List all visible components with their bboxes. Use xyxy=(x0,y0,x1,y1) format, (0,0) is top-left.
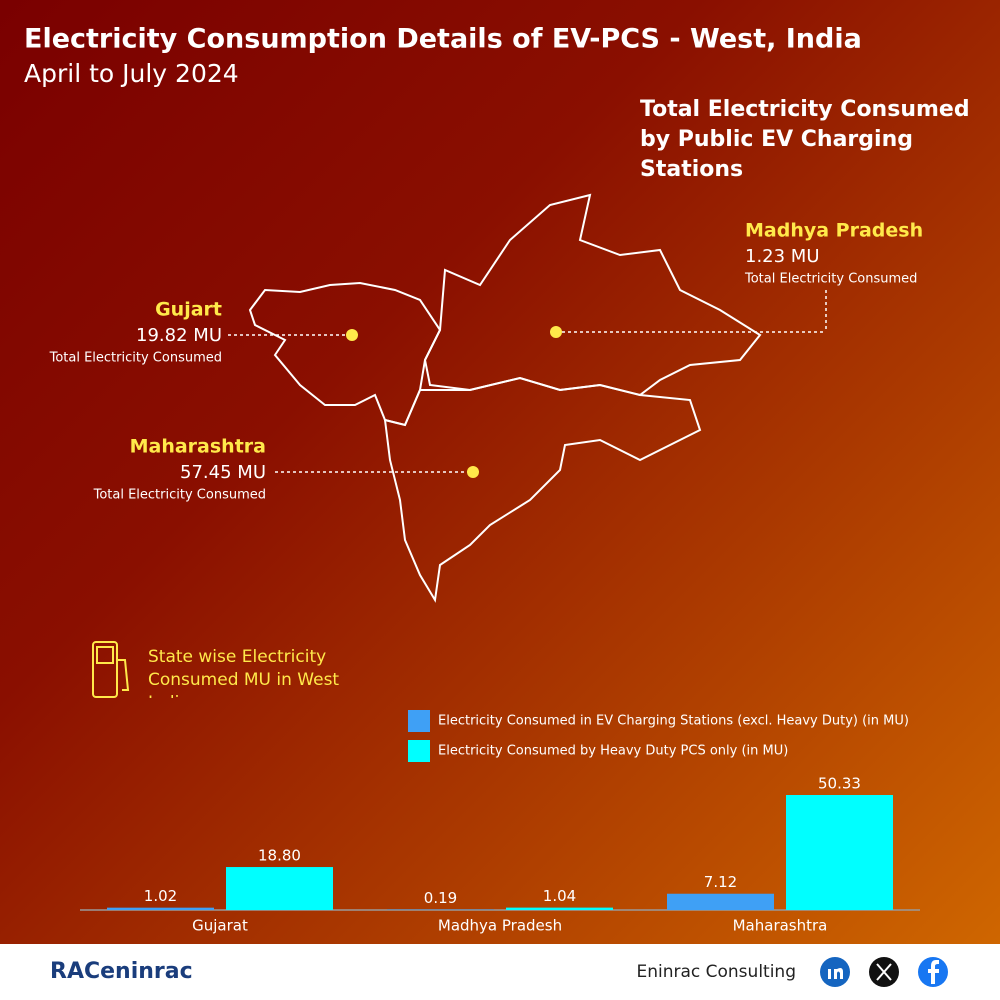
value-label: 7.12 xyxy=(704,873,737,891)
legend-label: Electricity Consumed in EV Charging Stat… xyxy=(438,714,909,729)
value-label: 50.33 xyxy=(818,775,861,793)
icon-part xyxy=(928,960,939,984)
state-caption: Total Electricity Consumed xyxy=(744,272,917,287)
map-dot xyxy=(467,466,479,478)
state-value: 57.45 MU xyxy=(180,462,266,483)
map-title: Total Electricity Consumed by Public EV … xyxy=(640,97,970,182)
chart-title: State wise Electricity Consumed MU in We… xyxy=(148,647,340,698)
bar xyxy=(226,867,333,910)
map-dot xyxy=(550,326,562,338)
state-value: 19.82 MU xyxy=(136,325,222,346)
icon-part xyxy=(117,659,130,691)
legend-swatch xyxy=(408,740,430,762)
chart-title-box: State wise Electricity Consumed MU in We… xyxy=(148,647,340,698)
legend-swatch xyxy=(408,710,430,732)
leaders xyxy=(228,290,827,473)
map xyxy=(248,193,762,603)
icon-part xyxy=(834,968,843,979)
social-icons xyxy=(820,957,948,987)
state-value: 1.23 MU xyxy=(745,246,820,267)
state-label: Maharashtra xyxy=(130,436,266,458)
maharashtra-outline xyxy=(383,376,702,603)
bar xyxy=(506,907,613,910)
value-label: 1.02 xyxy=(144,887,177,905)
bar xyxy=(667,893,774,910)
title: Electricity Consumption Details of EV-PC… xyxy=(24,24,862,55)
state-caption: Total Electricity Consumed xyxy=(49,351,222,366)
value-label: 1.04 xyxy=(543,887,576,905)
state-label: Gujart xyxy=(155,299,222,321)
map-title-box: Total Electricity Consumed by Public EV … xyxy=(640,97,970,182)
logo: RACeninrac xyxy=(50,959,193,984)
state-label: Madhya Pradesh xyxy=(745,220,923,242)
x-tick-label: Madhya Pradesh xyxy=(438,917,562,935)
charger-icon xyxy=(92,641,130,698)
map-dots xyxy=(346,326,562,478)
map-dot xyxy=(346,329,358,341)
mp-outline xyxy=(423,193,762,397)
icon-part xyxy=(876,963,892,981)
company: Eninrac Consulting xyxy=(636,962,796,982)
state-caption: Total Electricity Consumed xyxy=(93,488,266,503)
value-label: 18.80 xyxy=(258,847,301,865)
legend-label: Electricity Consumed by Heavy Duty PCS o… xyxy=(438,744,788,759)
icon-part xyxy=(828,969,831,979)
bar xyxy=(107,907,214,910)
subtitle: April to July 2024 xyxy=(24,59,239,88)
x-tick-label: Gujarat xyxy=(192,917,248,935)
gujarat-outline xyxy=(248,281,442,427)
value-label: 0.19 xyxy=(424,889,457,907)
icon-part xyxy=(92,641,118,698)
bar xyxy=(786,795,893,910)
x-tick-label: Maharashtra xyxy=(733,917,828,935)
icon-part xyxy=(96,646,114,664)
